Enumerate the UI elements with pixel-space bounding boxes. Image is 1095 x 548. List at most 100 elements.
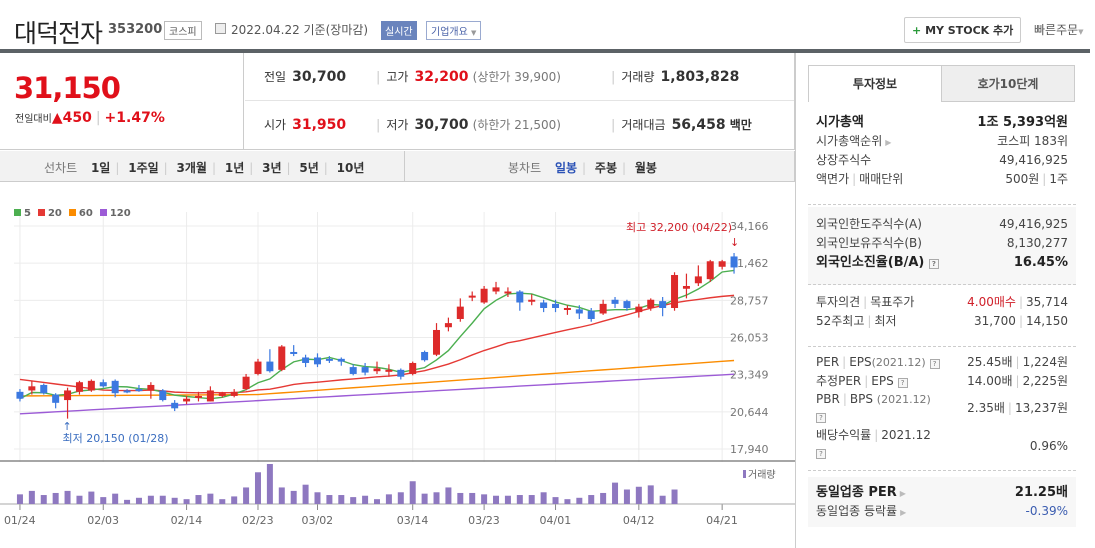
tab-3year[interactable]: 3년	[262, 161, 282, 175]
listed-shares-row: 상장주식수 49,416,925	[816, 151, 1068, 170]
sector-per-row[interactable]: 동일업종 PER ▶ 21.25배	[816, 483, 1068, 502]
prev-close-value: 30,700	[292, 69, 347, 85]
svg-text:04/01: 04/01	[540, 514, 572, 527]
stock-header: 대덕전자 353200 코스피 2022.04.22 기준(장마감) 실시간 기…	[0, 0, 1095, 50]
pbr-value: 2.35배	[967, 401, 1005, 415]
tab-1week[interactable]: 1주일	[128, 161, 159, 175]
sector-change-row[interactable]: 동일업종 등락률 ▶ -0.39%	[816, 502, 1068, 521]
amount-unit: 백만	[729, 118, 752, 132]
legend-item-ma20: 20	[37, 208, 62, 219]
high-label: 고가	[386, 70, 409, 84]
open-label: 시가	[264, 118, 287, 132]
help-icon[interactable]: ?	[816, 449, 826, 459]
foreign-ratio-value: 16.45%	[1013, 255, 1068, 270]
change-percent: +1.47%	[104, 110, 165, 126]
stock-name: 대덕전자	[14, 19, 103, 48]
market-badge: 코스피	[164, 21, 202, 40]
est-eps-label: EPS	[871, 374, 894, 388]
line-chart-options: 선차트 1일 | 1주일 | 3개월 | 1년 | 3년 | 5년 | 10년	[44, 161, 365, 175]
caret-right-icon: ▶	[900, 508, 907, 517]
side-tabs: 투자정보 호가10단계	[808, 65, 1075, 102]
tab-investment-info[interactable]: 투자정보	[808, 65, 942, 102]
caret-right-icon: ▶	[899, 489, 906, 498]
quick-order-dropdown[interactable]: 빠른주문▼	[1034, 21, 1084, 38]
volume-value: 1,803,828	[660, 69, 740, 85]
market-cap-rank-row[interactable]: 시가총액순위 ▶ 코스피 183위	[816, 132, 1068, 151]
help-icon[interactable]: ?	[928, 259, 939, 269]
svg-text:31,462: 31,462	[730, 257, 769, 270]
open-price: 시가 31,950	[264, 116, 346, 133]
plus-icon: +	[912, 24, 922, 37]
price-change: 전일대비▲450 | +1.47%	[15, 110, 165, 126]
legend-swatch	[68, 209, 76, 216]
svg-text:03/02: 03/02	[301, 514, 333, 527]
pbr-bps-row: PBR | BPS (2021.12)? 2.35배 | 13,237원	[816, 392, 1068, 423]
opinion-row: 투자의견 | 목표주가 4.00매수 | 35,714	[816, 295, 1068, 309]
price-chart[interactable]: 34,166 31,462 28,757 26,053 23,349 20,644 17,9…	[0, 182, 795, 548]
separator: |	[95, 110, 101, 126]
market-cap-section: 시가총액 1조 5,393억원 시가총액순위 ▶ 코스피 183위 상장주식수 49,4…	[808, 113, 1076, 205]
high-price: | 고가 32,200 (상한가 39,900)	[376, 69, 561, 85]
svg-text:최저 20,150 (01/28): 최저 20,150 (01/28)	[63, 432, 169, 445]
opinion-label: 투자의견	[816, 295, 861, 309]
lower-limit: (하한가 21,500)	[472, 118, 561, 132]
foreign-hold-label: 외국인보유주식수(B)	[816, 236, 922, 250]
low-price: | 저가 30,700 (하한가 21,500)	[376, 117, 561, 133]
price-summary: 31,150 전일대비▲450 | +1.47% 전일 30,700 | 고가 32,20…	[0, 53, 795, 150]
divider	[404, 151, 405, 182]
up-triangle-icon: ▲	[51, 110, 63, 126]
target-value: 35,714	[1026, 295, 1068, 309]
svg-text:최고 32,200 (04/22): 최고 32,200 (04/22)	[626, 221, 732, 234]
tab-1day[interactable]: 1일	[90, 161, 111, 175]
help-icon[interactable]: ?	[816, 413, 826, 423]
change-label: 전일대비	[15, 114, 52, 125]
w52-low-value: 14,150	[1026, 314, 1068, 328]
help-icon[interactable]: ?	[929, 359, 940, 369]
dividend-label: 배당수익률	[816, 428, 872, 442]
svg-text:20,644: 20,644	[730, 406, 769, 419]
rank-value: 코스피 183위	[997, 134, 1068, 148]
prev-close-label: 전일	[264, 70, 287, 84]
low-value: 30,700	[414, 117, 469, 133]
tab-3month[interactable]: 3개월	[176, 161, 207, 175]
est-per-value: 14.00배	[967, 374, 1013, 388]
foreign-limit-label: 외국인한도주식수(A)	[816, 217, 922, 231]
legend-item-ma120: 120	[99, 208, 131, 219]
legend-label: 20	[47, 208, 62, 219]
sector-per-label: 동일업종 PER	[816, 485, 897, 500]
svg-text:03/23: 03/23	[468, 514, 500, 527]
eps-value: 1,224원	[1022, 355, 1068, 369]
help-icon[interactable]: ?	[897, 378, 908, 388]
caret-right-icon: ▶	[885, 138, 892, 147]
chevron-down-icon: ▼	[471, 29, 477, 37]
svg-text:23,349: 23,349	[730, 369, 769, 382]
legend-label: 5	[24, 208, 31, 219]
bps-label: BPS	[849, 392, 873, 406]
add-my-stock-button[interactable]: + MY STOCK 추가	[904, 17, 1022, 43]
company-overview-dropdown[interactable]: 기업개요 ▼	[426, 21, 482, 40]
change-amount: 450	[62, 110, 92, 126]
market-cap-value: 1조 5,393억원	[977, 115, 1068, 130]
foreign-limit-row: 외국인한도주식수(A) 49,416,925	[816, 215, 1068, 234]
tab-monthly-candle[interactable]: 월봉	[634, 161, 657, 175]
tab-daily-candle[interactable]: 일봉	[554, 161, 578, 175]
market-cap-label: 시가총액	[816, 115, 864, 130]
pbr-bps-period: (2021.12)	[876, 393, 931, 406]
svg-text:02/03: 02/03	[87, 514, 119, 527]
sector-per-value: 21.25배	[1014, 485, 1068, 500]
open-value: 31,950	[292, 117, 347, 133]
tab-10year[interactable]: 10년	[336, 161, 365, 175]
par-unit-row: 액면가 | 매매단위 500원 | 1주	[816, 172, 1068, 186]
est-per-label: 추정PER	[816, 374, 862, 388]
svg-text:01/24: 01/24	[4, 514, 36, 527]
market-cap-row: 시가총액 1조 5,393억원	[816, 113, 1068, 132]
tab-order-book[interactable]: 호가10단계	[941, 65, 1075, 102]
tab-weekly-candle[interactable]: 주봉	[594, 161, 618, 175]
svg-text:17,940: 17,940	[730, 443, 769, 456]
svg-text:04/21: 04/21	[706, 514, 738, 527]
upper-limit: (상한가 39,900)	[472, 70, 561, 84]
tab-1year[interactable]: 1년	[224, 161, 245, 175]
tab-5year[interactable]: 5년	[299, 161, 319, 175]
realtime-button[interactable]: 실시간	[381, 21, 417, 40]
per-label: PER	[816, 355, 840, 369]
